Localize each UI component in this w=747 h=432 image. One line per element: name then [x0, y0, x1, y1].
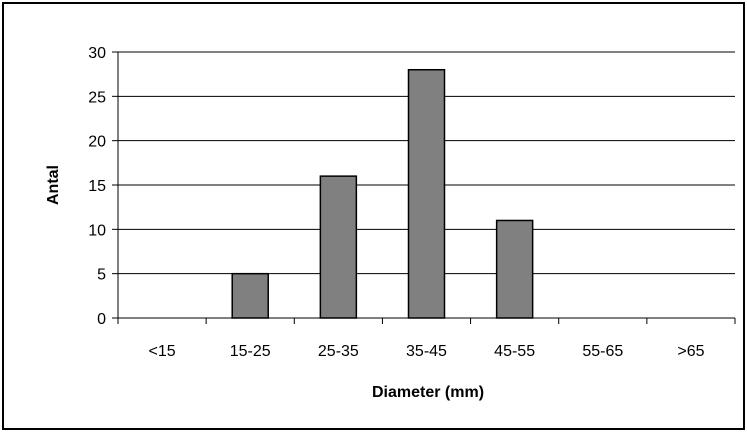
y-tick-label: 20 — [88, 134, 106, 151]
bars — [231, 68, 534, 319]
axes — [112, 51, 736, 324]
bar — [407, 68, 446, 319]
y-tick-label: 30 — [88, 45, 106, 62]
y-tick-label: 0 — [97, 311, 106, 328]
bar — [231, 272, 269, 319]
y-tick-label: 25 — [88, 89, 106, 106]
x-tick-label: 35-45 — [406, 343, 447, 360]
x-tick-label: 25-35 — [318, 343, 359, 360]
y-axis-title: Antal — [45, 165, 62, 205]
x-tick-label: <15 — [149, 343, 176, 360]
y-tick-label: 15 — [88, 178, 106, 195]
y-tick-label: 10 — [88, 222, 106, 239]
bar — [319, 175, 358, 319]
x-axis-title: Diameter (mm) — [372, 384, 484, 401]
x-tick-label: 45-55 — [494, 343, 535, 360]
y-tick-labels: 0 5 10 15 20 25 30 — [88, 45, 106, 328]
x-tick-label: 55-65 — [582, 343, 623, 360]
bar — [495, 219, 534, 319]
x-tick-label: >65 — [677, 343, 704, 360]
y-tick-label: 5 — [97, 267, 106, 284]
x-tick-labels: <15 15-25 25-35 35-45 45-55 55-65 >65 — [149, 343, 705, 360]
x-tick-label: 15-25 — [230, 343, 271, 360]
